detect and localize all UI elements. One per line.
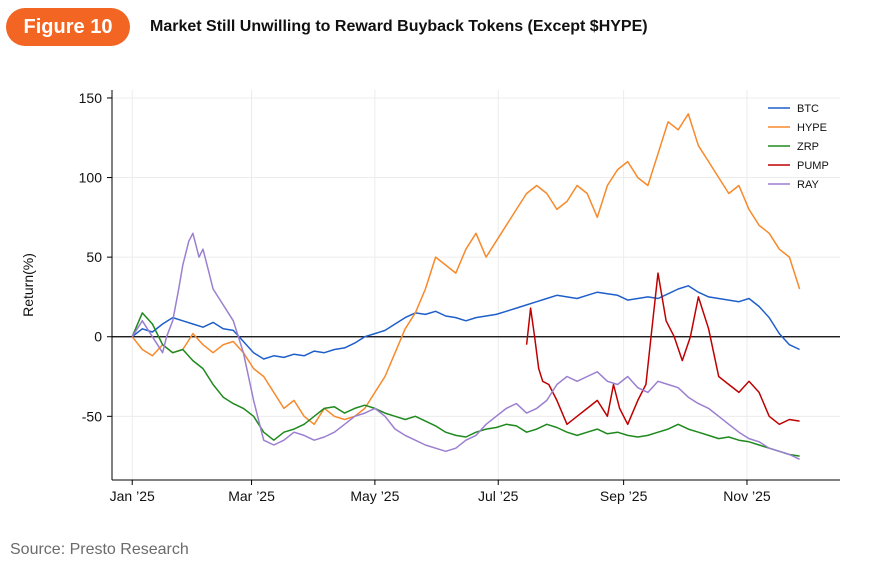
x-tick-label: Jul ’25 xyxy=(478,488,519,504)
series-lines xyxy=(131,113,801,460)
x-tick-label: May ’25 xyxy=(350,488,399,504)
series-line-ray xyxy=(131,232,800,460)
y-tick-label: 0 xyxy=(94,329,102,345)
x-tick-label: Mar ’25 xyxy=(228,488,275,504)
x-tick-label: Sep ’25 xyxy=(600,488,648,504)
grid xyxy=(112,90,840,480)
y-tick-label: -50 xyxy=(82,408,102,424)
series-line-btc xyxy=(131,285,800,360)
y-tick-label: 100 xyxy=(79,170,103,186)
legend-label-hype: HYPE xyxy=(797,122,827,134)
series-line-hype xyxy=(131,113,801,426)
legend-label-zrp: ZRP xyxy=(797,141,819,153)
source-note: Source: Presto Research xyxy=(10,541,189,558)
axes: 150 100 50 0 -50 Jan ’25 Mar ’25 May ’25 Jul ’25… xyxy=(20,90,840,504)
legend: BTC HYPE ZRP PUMP RAY xyxy=(768,103,829,191)
legend-label-ray: RAY xyxy=(797,179,819,191)
x-tick-label: Nov ’25 xyxy=(723,488,771,504)
y-tick-label: 50 xyxy=(86,249,102,265)
x-tick-label: Jan ’25 xyxy=(110,488,155,504)
series-line-zrp xyxy=(131,312,800,457)
series-line-pump xyxy=(525,272,800,426)
chart-title: Market Still Unwilling to Reward Buyback… xyxy=(150,18,648,35)
y-axis-label: Return(%) xyxy=(20,253,36,317)
figure-label-badge: Figure 10 xyxy=(6,8,130,46)
y-tick-label: 150 xyxy=(79,90,103,106)
legend-label-btc: BTC xyxy=(797,103,819,115)
legend-label-pump: PUMP xyxy=(797,160,829,172)
